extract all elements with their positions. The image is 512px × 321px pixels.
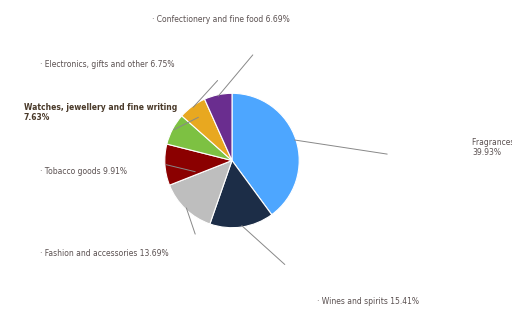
Wedge shape [169, 160, 232, 224]
Text: · Confectionery and fine food 6.69%: · Confectionery and fine food 6.69% [152, 15, 290, 24]
Text: · Electronics, gifts and other 6.75%: · Electronics, gifts and other 6.75% [40, 60, 175, 69]
Wedge shape [167, 116, 232, 160]
Wedge shape [205, 93, 232, 160]
Wedge shape [182, 99, 232, 160]
Text: Fragrances and cosmetics
39.93%: Fragrances and cosmetics 39.93% [472, 138, 512, 157]
Wedge shape [210, 160, 272, 228]
Text: · Wines and spirits 15.41%: · Wines and spirits 15.41% [317, 297, 419, 306]
Text: Watches, jewellery and fine writing
7.63%: Watches, jewellery and fine writing 7.63… [24, 103, 177, 122]
Text: · Fashion and accessories 13.69%: · Fashion and accessories 13.69% [40, 249, 168, 258]
Text: · Tobacco goods 9.91%: · Tobacco goods 9.91% [40, 167, 127, 176]
Wedge shape [232, 93, 299, 215]
Wedge shape [165, 144, 232, 185]
